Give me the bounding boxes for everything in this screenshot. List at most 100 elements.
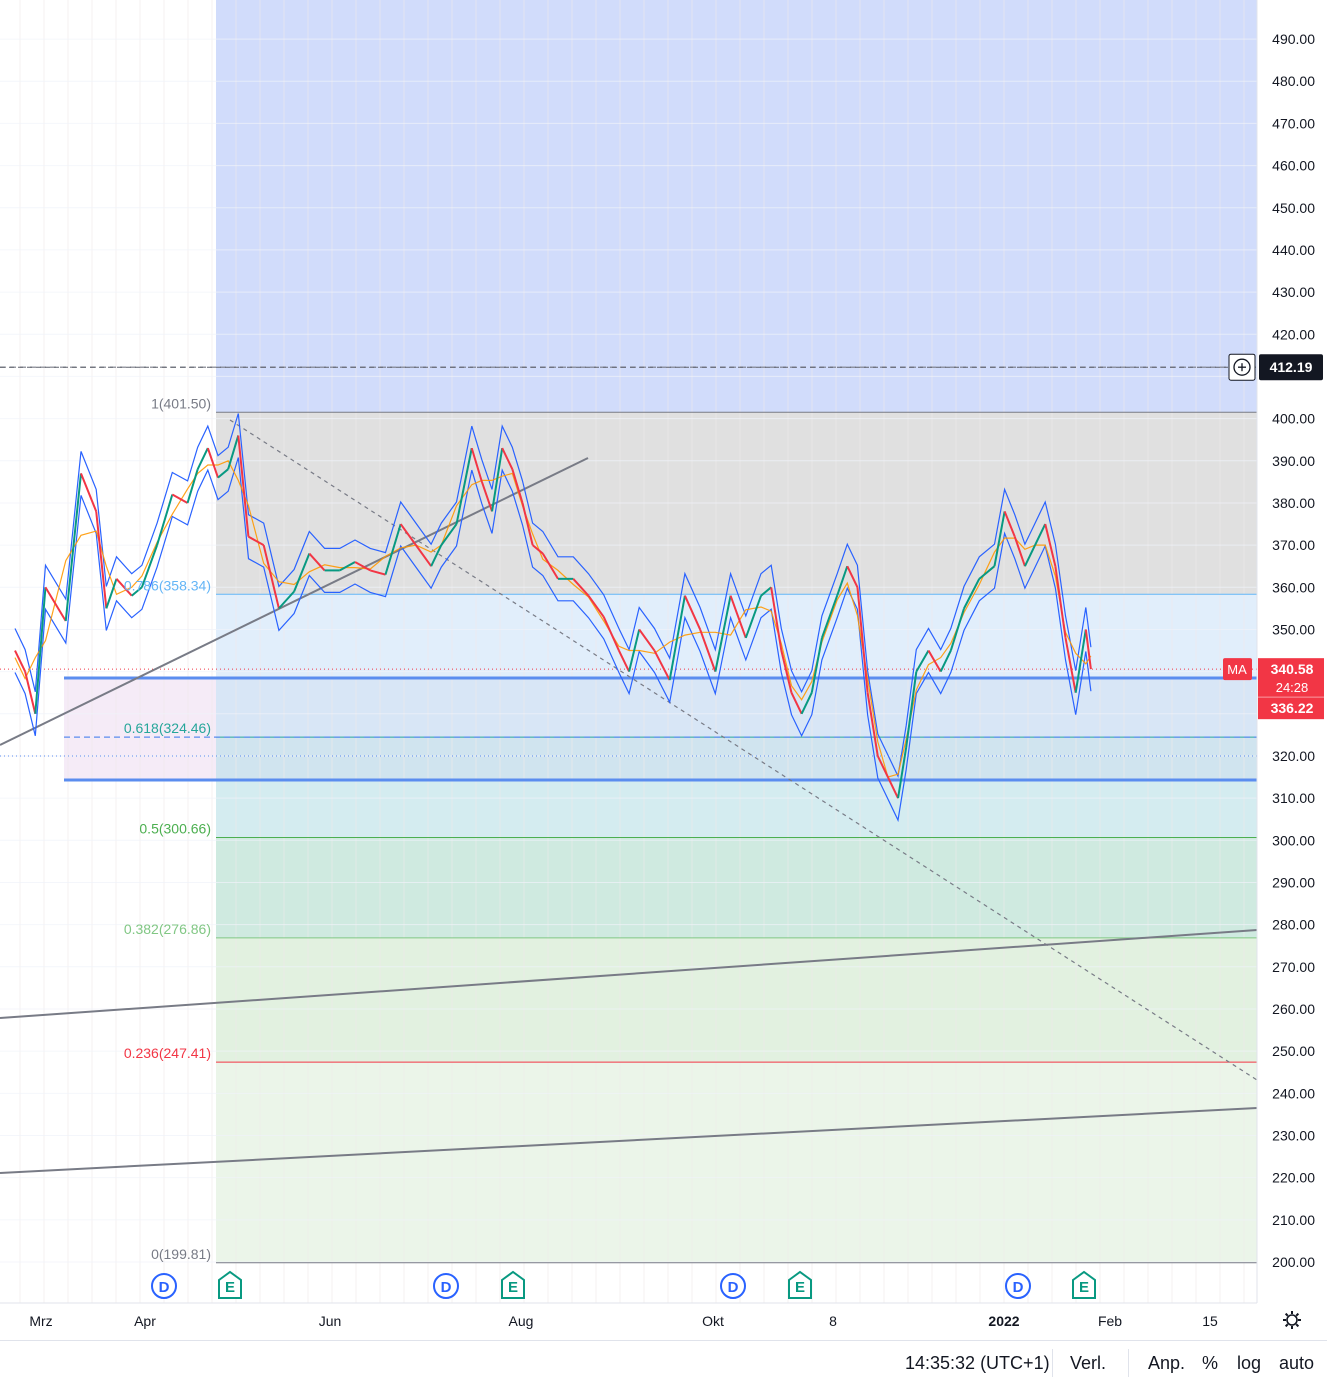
marker-letter: D [159,1279,170,1296]
price-segment [915,650,930,673]
dividend-marker[interactable]: D [151,1273,177,1299]
time-tick: Okt [702,1313,724,1329]
price-segment [293,553,311,592]
price-segment [64,473,82,622]
plus-circle [1233,358,1251,376]
log-toggle[interactable]: log [1237,1353,1262,1373]
marker-letter: E [225,1279,235,1296]
price-segment [744,595,762,639]
price-segment [963,578,981,609]
price-tick: 430.00 [1272,284,1315,300]
price-tick: 350.00 [1272,621,1315,637]
time-tick: Jun [319,1313,342,1329]
adjust-toggle[interactable]: Anp. [1148,1353,1186,1373]
price-segment [237,435,250,537]
dividend-marker[interactable]: D [1005,1273,1031,1299]
price-segment [1013,536,1026,567]
fib-band [216,737,1257,838]
price-tick: 420.00 [1272,326,1315,342]
earnings-marker[interactable]: E [501,1270,525,1299]
price-tick: 300.00 [1272,832,1315,848]
gear-icon[interactable] [1283,1311,1301,1329]
earnings-marker[interactable]: E [1072,1270,1096,1299]
price-tick: 390.00 [1272,453,1315,469]
dividend-marker[interactable]: D [720,1273,746,1299]
price-segment [886,776,899,799]
fib-bands [64,0,1257,1263]
time-tick: Apr [134,1313,156,1329]
percent-toggle[interactable]: % [1202,1353,1219,1373]
time-tick: 15 [1202,1313,1218,1329]
time-tick: Feb [1098,1313,1122,1329]
add-alert-icon[interactable] [1228,353,1256,381]
price-segment [171,493,189,504]
price-segment [1074,629,1087,693]
price-segment [905,671,918,748]
price-segment [206,447,219,478]
price-segment [415,544,432,567]
price-segment [800,692,813,715]
price-tick: 360.00 [1272,579,1315,595]
volume-toggle[interactable]: Verl. [1070,1353,1107,1373]
time-tick: Aug [509,1313,534,1329]
price-segment [262,544,280,609]
price-segment [227,435,240,470]
time-tick: 2022 [988,1313,1019,1329]
price-segment [1084,629,1092,670]
price-segment [501,447,514,470]
fib-label: 0(199.81) [151,1246,211,1262]
clock-label[interactable]: 14:35:32 (UTC+1) [905,1353,1050,1373]
fib-label: 0.5(300.66) [139,821,211,837]
marker-shape [1005,1273,1031,1299]
chart-svg[interactable]: 1(401.50) 0.786(358.34) 0.618(324.46) 0.5(3… [0,0,1327,1340]
price-segment [131,586,143,597]
price-segment [369,569,386,576]
price-tick: 280.00 [1272,917,1315,933]
price-segment [628,629,641,672]
dividend-marker[interactable]: D [433,1273,459,1299]
price-axis: 490.00 480.00 470.00 460.00 450.00 440.00 430.… [1223,0,1327,1340]
price-segment [354,561,371,572]
marker-letter: E [1079,1279,1089,1296]
fib-label: 0.618(324.46) [124,720,211,736]
price-segment [618,650,630,673]
price-tick: 450.00 [1272,200,1315,216]
price-segment [156,494,174,546]
price-tick: 370.00 [1272,537,1315,553]
envelope-upper [14,413,1092,779]
price-segment [683,595,702,630]
price-segment [384,523,402,575]
price-segment [532,544,544,555]
price-segment [572,578,590,597]
price-segment [44,586,67,622]
marker-shape [501,1270,525,1299]
price-tick: 480.00 [1272,73,1315,89]
indicator-name: MA [1227,662,1247,677]
earnings-marker[interactable]: E [218,1270,242,1299]
price-segment [638,628,656,652]
price-segment [339,561,356,572]
price-segment [729,595,747,639]
fib-label: 0.786(358.34) [124,577,211,593]
price-segment [836,565,849,597]
price-segment [1064,637,1077,693]
price-tick: 220.00 [1272,1170,1315,1186]
price-tick: 310.00 [1272,790,1315,806]
price-segment [470,447,483,483]
price-segment [699,629,717,672]
marker-shape [788,1270,812,1299]
price-segment [939,650,952,673]
price-tick: 250.00 [1272,1043,1315,1059]
price-segment [24,671,37,715]
marker-letter: D [728,1279,739,1296]
price-tick: 380.00 [1272,495,1315,511]
marker-shape [218,1270,242,1299]
auto-toggle[interactable]: auto [1279,1353,1315,1373]
price-segment [14,650,27,673]
earnings-marker[interactable]: E [788,1270,812,1299]
price-tick: 490.00 [1272,31,1315,47]
price-segment [668,595,686,681]
price-segment [308,552,326,572]
price-tick: 200.00 [1272,1254,1315,1270]
